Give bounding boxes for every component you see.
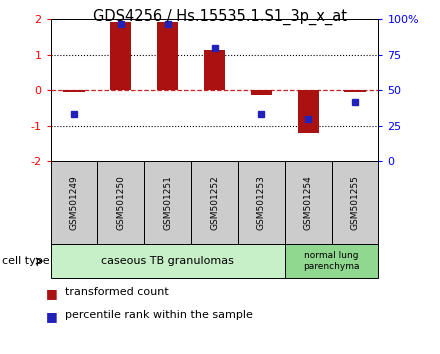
Text: GSM501250: GSM501250 [116,175,125,230]
Text: GSM501252: GSM501252 [210,175,219,230]
Text: GSM501251: GSM501251 [163,175,172,230]
Text: GDS4256 / Hs.15535.1.S1_3p_x_at: GDS4256 / Hs.15535.1.S1_3p_x_at [93,9,347,25]
Text: GSM501253: GSM501253 [257,175,266,230]
Text: normal lung
parenchyma: normal lung parenchyma [303,251,360,271]
Text: transformed count: transformed count [65,287,169,297]
Text: percentile rank within the sample: percentile rank within the sample [65,310,253,320]
Text: GSM501255: GSM501255 [351,175,359,230]
Text: ■: ■ [46,310,58,323]
Text: caseous TB granulomas: caseous TB granulomas [101,256,234,266]
Bar [297,90,319,133]
Bar [63,90,84,92]
Bar [204,50,225,90]
Bar [110,22,132,90]
Text: GSM501254: GSM501254 [304,175,313,230]
Text: ■: ■ [46,287,58,300]
Text: cell type: cell type [2,256,50,266]
Text: GSM501249: GSM501249 [70,175,78,230]
Bar [345,90,366,92]
Bar [251,90,272,95]
Bar [157,22,178,90]
